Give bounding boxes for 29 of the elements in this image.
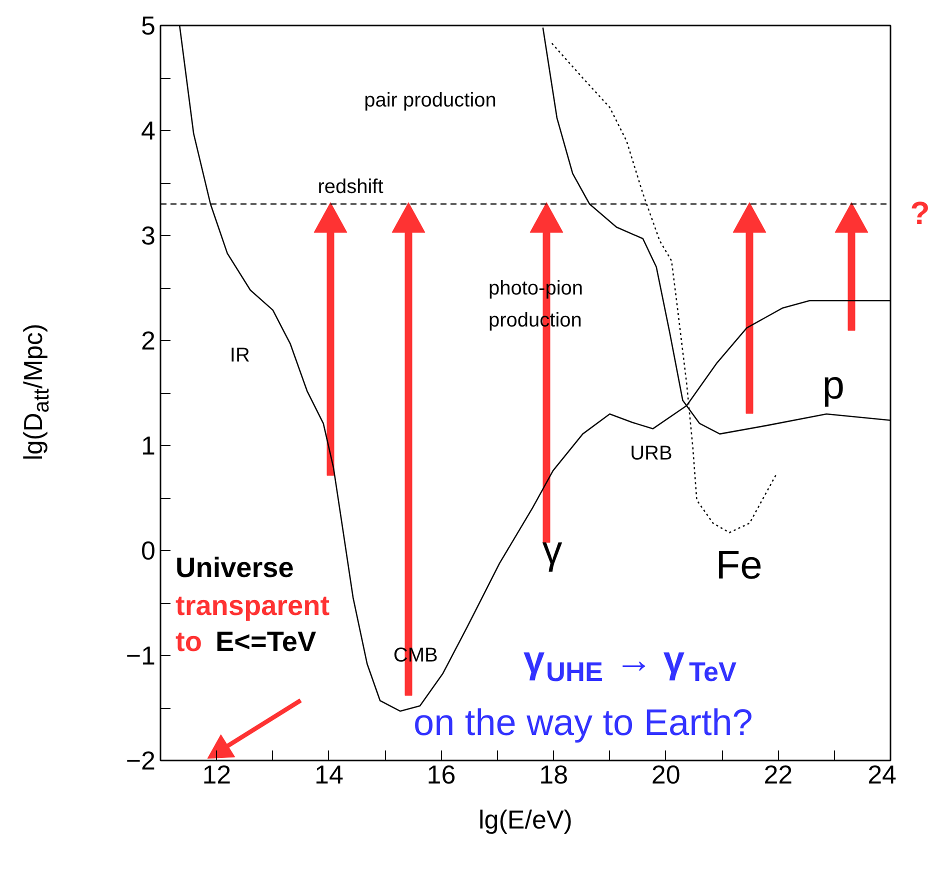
x-tick-label: 22 — [764, 760, 793, 790]
text: ? — [910, 195, 930, 231]
annotation: p — [822, 364, 845, 408]
y-tick-label: 5 — [141, 10, 156, 40]
annotation: Universe — [176, 552, 294, 583]
annotation: transparent — [176, 590, 330, 621]
annotation: to — [176, 626, 202, 657]
annotation: E<=TeV — [216, 626, 316, 657]
annotation: on the way to Earth? — [414, 702, 753, 743]
annotation: γ — [542, 528, 562, 572]
x-axis-title: lg(E/eV) — [478, 804, 572, 834]
annotation: URB — [630, 442, 672, 464]
y-tick-label: 0 — [141, 536, 156, 566]
ref-line-label: redshift — [318, 176, 384, 198]
x-tick-label: 12 — [202, 760, 232, 790]
x-tick-label: 24 — [868, 760, 896, 790]
annotation: pair production — [364, 90, 496, 112]
x-tick-label: 18 — [539, 760, 568, 790]
x-tick-label: 20 — [651, 760, 680, 790]
y-tick-label: 2 — [141, 326, 156, 356]
y-tick-label: −2 — [126, 746, 156, 776]
x-tick-label: 14 — [314, 760, 344, 790]
x-tick-label: 16 — [426, 760, 456, 790]
y-tick-label: 3 — [141, 220, 156, 250]
annotation: Fe — [716, 544, 762, 588]
annotation: IR — [230, 344, 250, 366]
y-tick-label: 1 — [141, 430, 156, 460]
y-tick-label: −1 — [126, 640, 156, 670]
y-tick-label: 4 — [141, 116, 156, 146]
